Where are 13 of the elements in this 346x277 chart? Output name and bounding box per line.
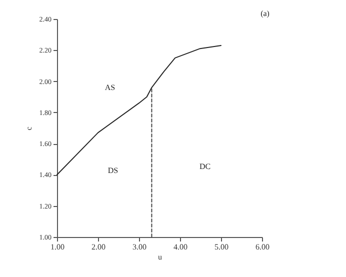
line-series xyxy=(56,44,222,176)
x-tick-label: 6.00 xyxy=(256,242,270,252)
x-tick-label: 3.00 xyxy=(132,242,146,252)
annotation: AS xyxy=(104,83,116,92)
text: (a) xyxy=(260,9,270,18)
x-axis-title: u xyxy=(158,252,162,262)
annotation: DS xyxy=(108,166,118,175)
annotation: DC xyxy=(199,162,211,171)
x-tick-label: 2.00 xyxy=(92,242,106,252)
x-tick-label: 1.00 xyxy=(50,242,64,252)
x-tick-label: 5.00 xyxy=(214,242,228,252)
y-axis-title: c xyxy=(24,126,34,130)
x-tick-label: 4.00 xyxy=(174,242,188,252)
